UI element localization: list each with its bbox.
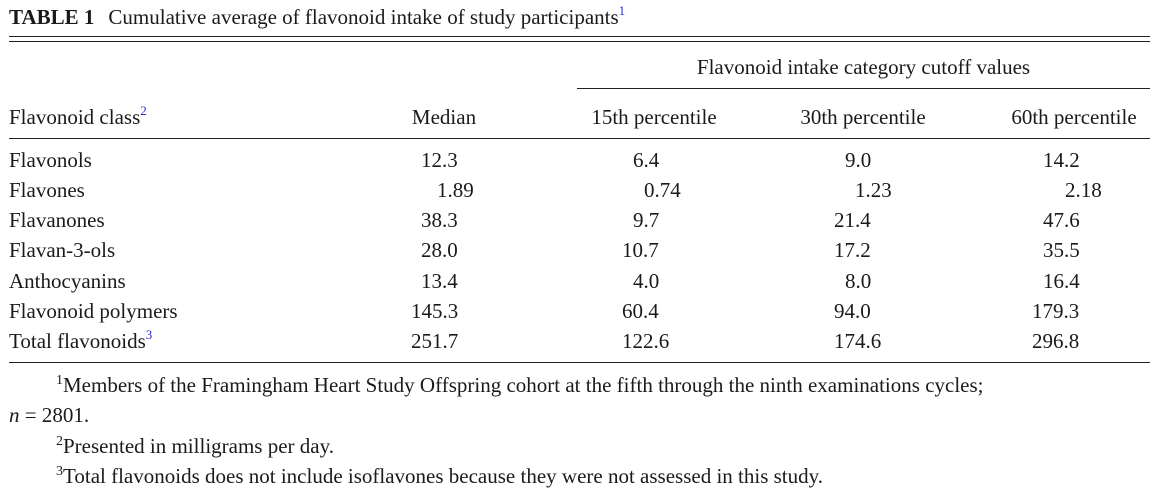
class-footnote-mark: 2 bbox=[140, 103, 147, 118]
cell-p30: 1.23 bbox=[855, 178, 892, 202]
header-rule bbox=[9, 138, 1150, 139]
footnote-3-mark: 3 bbox=[56, 464, 63, 479]
footnote-2: 2Presented in milligrams per day. bbox=[56, 432, 334, 460]
cell-p60: 35.5 bbox=[1043, 238, 1080, 262]
footnote-2-text: Presented in milligrams per day. bbox=[63, 434, 334, 458]
cell-p60: 47.6 bbox=[1043, 208, 1080, 232]
row-label: Flavanones bbox=[9, 208, 105, 232]
top-rule-1 bbox=[9, 36, 1150, 37]
cell-p60: 2.18 bbox=[1065, 178, 1102, 202]
cell-p30: 9.0 bbox=[845, 148, 872, 172]
cell-p15: 9.7 bbox=[633, 208, 660, 232]
cell-p15: 6.4 bbox=[633, 148, 660, 172]
col-header-p30: 30th percentile bbox=[800, 105, 926, 129]
row-label: Flavonols bbox=[9, 148, 92, 172]
cell-median: 38.3 bbox=[421, 208, 458, 232]
cell-p15: 0.74 bbox=[644, 178, 681, 202]
cell-p30: 174.6 bbox=[834, 329, 882, 353]
footnote-2-mark: 2 bbox=[56, 434, 63, 449]
cell-p30: 94.0 bbox=[834, 299, 871, 323]
row-label: Total flavonoids3 bbox=[9, 327, 152, 355]
cell-p60: 16.4 bbox=[1043, 269, 1080, 293]
footnote-1-text: Members of the Framingham Heart Study Of… bbox=[63, 373, 984, 397]
table-title: Cumulative average of flavonoid intake o… bbox=[108, 5, 619, 29]
footnote-1-n-value: = 2801. bbox=[19, 403, 90, 427]
row-label-text: Total flavonoids bbox=[9, 329, 146, 353]
bottom-rule bbox=[9, 362, 1150, 363]
top-rule-2 bbox=[9, 41, 1150, 42]
cell-p15: 122.6 bbox=[622, 329, 670, 353]
cell-p60: 296.8 bbox=[1032, 329, 1080, 353]
row-label: Flavonoid polymers bbox=[9, 299, 178, 323]
cell-p60: 179.3 bbox=[1032, 299, 1080, 323]
footnote-1: 1Members of the Framingham Heart Study O… bbox=[56, 371, 984, 399]
row-label: Anthocyanins bbox=[9, 269, 126, 293]
cell-p30: 21.4 bbox=[834, 208, 871, 232]
cell-p60: 14.2 bbox=[1043, 148, 1080, 172]
cell-median: 145.3 bbox=[411, 299, 459, 323]
cell-p30: 8.0 bbox=[845, 269, 872, 293]
footnote-1-continued: n = 2801. bbox=[9, 401, 89, 429]
cell-p15: 4.0 bbox=[633, 269, 660, 293]
cell-median: 12.3 bbox=[421, 148, 458, 172]
row-label: Flavones bbox=[9, 178, 85, 202]
col-header-median: Median bbox=[411, 105, 477, 129]
table-label: TABLE 1 bbox=[9, 5, 95, 29]
col-header-p60: 60th percentile bbox=[1011, 105, 1137, 129]
col-header-class: Flavonoid class2 bbox=[9, 103, 147, 131]
col-header-class-text: Flavonoid class bbox=[9, 105, 141, 129]
footnote-1-n: n bbox=[9, 403, 20, 427]
spanner-header: Flavonoid intake category cutoff values bbox=[696, 55, 1031, 79]
footnote-3: 3Total flavonoids does not include isofl… bbox=[56, 462, 823, 490]
table-caption: TABLE 1 Cumulative average of flavonoid i… bbox=[9, 2, 625, 32]
cell-median: 28.0 bbox=[421, 238, 458, 262]
col-header-p15: 15th percentile bbox=[591, 105, 717, 129]
cell-p15: 60.4 bbox=[622, 299, 659, 323]
caption-footnote-mark: 1 bbox=[618, 3, 626, 18]
cell-median: 1.89 bbox=[437, 178, 474, 202]
cell-median: 251.7 bbox=[411, 329, 459, 353]
footnote-3-text: Total flavonoids does not include isofla… bbox=[63, 464, 824, 488]
footnote-1-mark: 1 bbox=[56, 373, 63, 388]
cell-median: 13.4 bbox=[421, 269, 458, 293]
cell-p15: 10.7 bbox=[622, 238, 659, 262]
spanner-rule bbox=[577, 88, 1150, 89]
row-label: Flavan-3-ols bbox=[9, 238, 116, 262]
cell-p30: 17.2 bbox=[834, 238, 871, 262]
total-footnote-mark: 3 bbox=[145, 327, 153, 342]
